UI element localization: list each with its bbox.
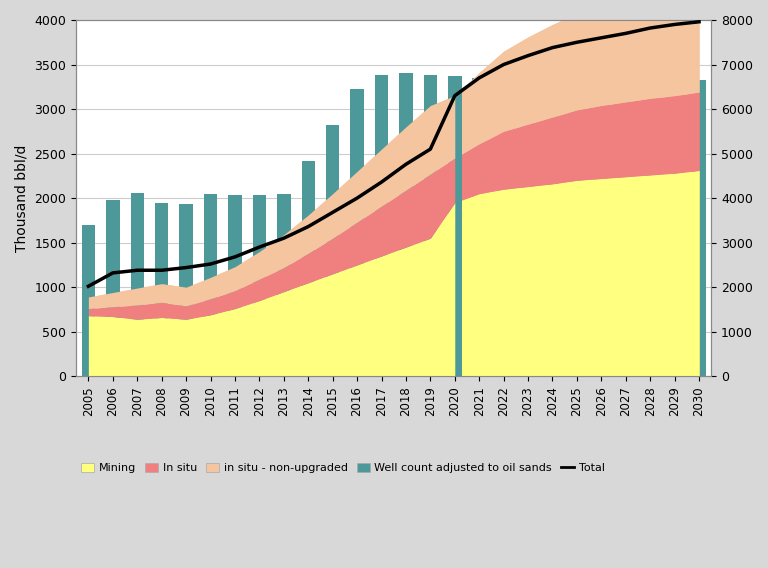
Bar bbox=[228, 195, 242, 376]
Bar bbox=[180, 204, 193, 376]
Y-axis label: Thousand bbl/d: Thousand bbl/d bbox=[15, 144, 29, 252]
Bar bbox=[350, 89, 364, 376]
Bar bbox=[692, 80, 706, 376]
Bar bbox=[253, 195, 266, 376]
Legend: Mining, In situ, in situ - non-upgraded, Well count adjusted to oil sands, Total: Mining, In situ, in situ - non-upgraded,… bbox=[77, 458, 609, 478]
Bar bbox=[155, 203, 168, 376]
Bar bbox=[497, 80, 511, 376]
Bar bbox=[644, 87, 657, 376]
Bar bbox=[668, 83, 681, 376]
Bar bbox=[424, 75, 437, 376]
Bar bbox=[546, 82, 559, 376]
Bar bbox=[81, 225, 95, 376]
Bar bbox=[619, 87, 633, 376]
Bar bbox=[448, 76, 462, 376]
Bar bbox=[277, 194, 290, 376]
Bar bbox=[570, 84, 584, 376]
Bar bbox=[521, 81, 535, 376]
Bar bbox=[326, 125, 339, 376]
Bar bbox=[472, 78, 486, 376]
Bar bbox=[399, 73, 412, 376]
Bar bbox=[204, 194, 217, 376]
Bar bbox=[375, 75, 388, 376]
Bar bbox=[131, 193, 144, 376]
Bar bbox=[106, 200, 120, 376]
Bar bbox=[302, 161, 315, 376]
Bar bbox=[594, 86, 608, 376]
